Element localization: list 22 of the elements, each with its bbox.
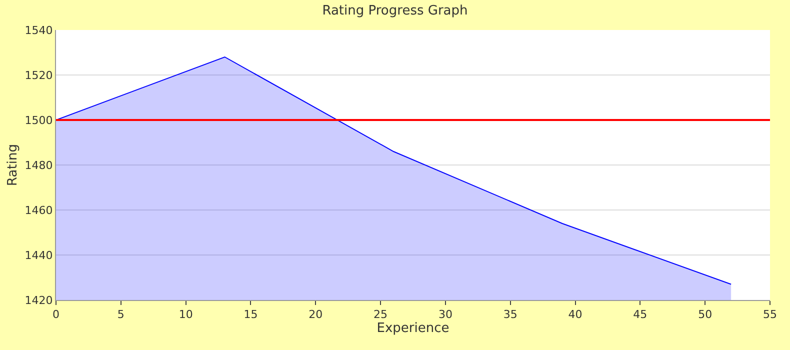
x-tick-label: 55	[763, 308, 777, 322]
y-tick-label: 1420	[24, 294, 53, 307]
x-tick-label: 5	[117, 308, 124, 322]
x-tick-label: 10	[178, 308, 193, 322]
x-tick-label: 35	[503, 308, 518, 322]
y-tick-label: 1480	[24, 158, 53, 172]
y-tick-label: 1460	[24, 204, 53, 217]
x-tick-label: 0	[52, 308, 60, 322]
x-tick-label: 15	[244, 308, 258, 322]
x-tick-label: 50	[698, 308, 712, 322]
y-tick-label: 1500	[24, 114, 53, 127]
x-axis-title: Experience	[376, 321, 450, 336]
x-tick-label: 25	[374, 308, 388, 322]
x-tick-label: 20	[308, 308, 323, 322]
y-tick-label: 1520	[24, 68, 53, 82]
y-tick-label: 1440	[24, 248, 53, 262]
x-tick-label: 40	[568, 308, 582, 322]
x-tick-label: 45	[633, 308, 648, 322]
chart-title: Rating Progress Graph	[322, 3, 468, 18]
y-tick-label: 1540	[24, 24, 53, 37]
x-tick-label: 30	[438, 308, 452, 322]
y-axis-title: Rating	[6, 144, 21, 186]
